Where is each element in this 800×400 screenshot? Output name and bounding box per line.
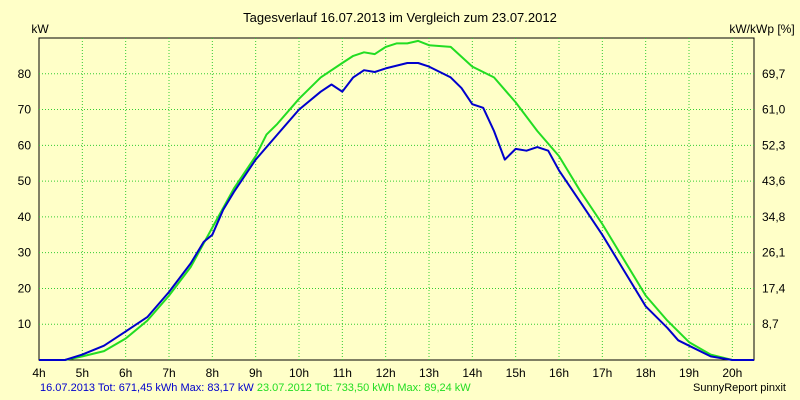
y-tick-label-left: 70: [18, 103, 32, 117]
x-tick-label: 14h: [462, 366, 482, 380]
y-tick-label-right: 61,0: [762, 103, 786, 117]
x-tick-label: 5h: [76, 366, 89, 380]
y-tick-label-left: 30: [18, 246, 32, 260]
x-tick-label: 15h: [506, 366, 526, 380]
y-tick-label-right: 8,7: [762, 317, 779, 331]
y-tick-label-left: 50: [18, 174, 32, 188]
x-tick-label: 4h: [32, 366, 45, 380]
y-tick-label-right: 52,3: [762, 138, 786, 152]
credit-text: SunnyReport pinxit: [693, 382, 786, 394]
y-tick-label-left: 60: [18, 138, 32, 152]
series-lines: [39, 39, 754, 361]
plot-area: [38, 37, 755, 361]
y-tick-label-right: 26,1: [762, 246, 786, 260]
y-tick-label-right: 34,8: [762, 210, 786, 224]
y-axis-right-label: kW/kWp [%]: [729, 22, 794, 36]
x-tick-label: 18h: [636, 366, 656, 380]
x-tick-label: 16h: [549, 366, 569, 380]
x-tick-label: 9h: [249, 366, 262, 380]
y-tick-label-left: 80: [18, 67, 32, 81]
y-tick-label-right: 43,6: [762, 174, 786, 188]
x-tick-label: 7h: [162, 366, 175, 380]
x-tick-label: 8h: [206, 366, 219, 380]
x-tick-label: 12h: [376, 366, 396, 380]
grid-lines: [39, 38, 754, 360]
series-line-2012: [39, 39, 754, 361]
chart-title: Tagesverlauf 16.07.2013 im Vergleich zum…: [243, 10, 557, 25]
y-axis-left-label: kW: [31, 22, 49, 36]
x-tick-label: 6h: [119, 366, 132, 380]
y-tick-label-left: 20: [18, 281, 32, 295]
series-line-2013: [39, 62, 754, 361]
y-tick-label-left: 10: [18, 317, 32, 331]
y-tick-label-left: 40: [18, 210, 32, 224]
legend-entry-2012: 23.07.2012 Tot: 733,50 kWh Max: 89,24 kW: [256, 382, 471, 394]
x-tick-label: 20h: [722, 366, 742, 380]
x-tick-label: 11h: [333, 366, 352, 380]
y-tick-label-right: 17,4: [762, 281, 786, 295]
axis-labels: 4h 5h 6h 7h 8h 9h 10h 11h 12h 13h 14h 15h 16h 17h 18h 1…: [18, 67, 786, 380]
legend: 16.07.2013 Tot: 671,45 kWh Max: 83,17 kW…: [40, 382, 471, 394]
x-tick-label: 17h: [592, 366, 612, 380]
x-tick-label: 13h: [419, 366, 439, 380]
legend-entry-2013: 16.07.2013 Tot: 671,45 kWh Max: 83,17 kW: [40, 382, 254, 394]
y-tick-label-right: 69,7: [762, 67, 786, 81]
x-tick-label: 10h: [289, 366, 309, 380]
x-tick-label: 19h: [679, 366, 699, 380]
